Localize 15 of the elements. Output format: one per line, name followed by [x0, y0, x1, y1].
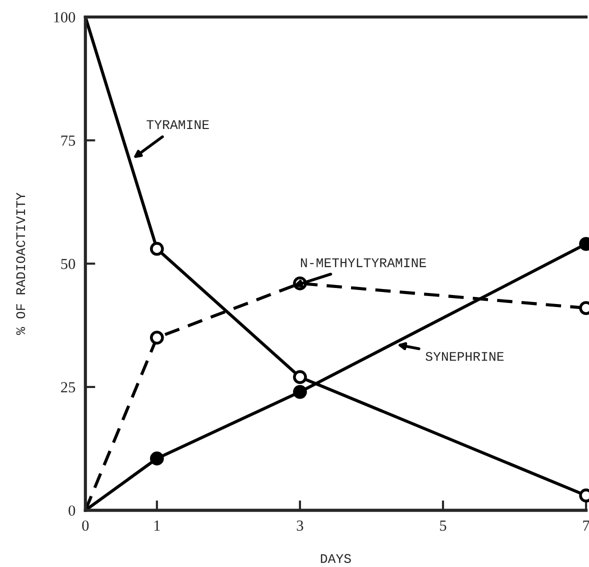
- x-tick-label: 7: [583, 520, 589, 531]
- series-label: N-METHYLTYRAMINE: [301, 258, 426, 268]
- x-tick-label: 1: [154, 520, 160, 531]
- y-tick-label: 0: [68, 505, 76, 516]
- series-label: SYNEPHRINE: [426, 352, 504, 361]
- series-label: TYRAMINE: [146, 120, 209, 129]
- y-axis-title: % OF RADIOACTIVITY: [16, 192, 26, 335]
- y-tick-label: 75: [61, 136, 76, 146]
- x-tick-label: 5: [440, 520, 446, 531]
- x-tick-label: 3: [296, 520, 304, 531]
- y-tick-label: 100: [54, 12, 76, 22]
- x-axis-title: DAYS: [320, 554, 351, 564]
- y-tick-label: 50: [61, 258, 76, 270]
- y-tick-label: 25: [61, 382, 76, 392]
- x-tick-label: 0: [82, 520, 89, 531]
